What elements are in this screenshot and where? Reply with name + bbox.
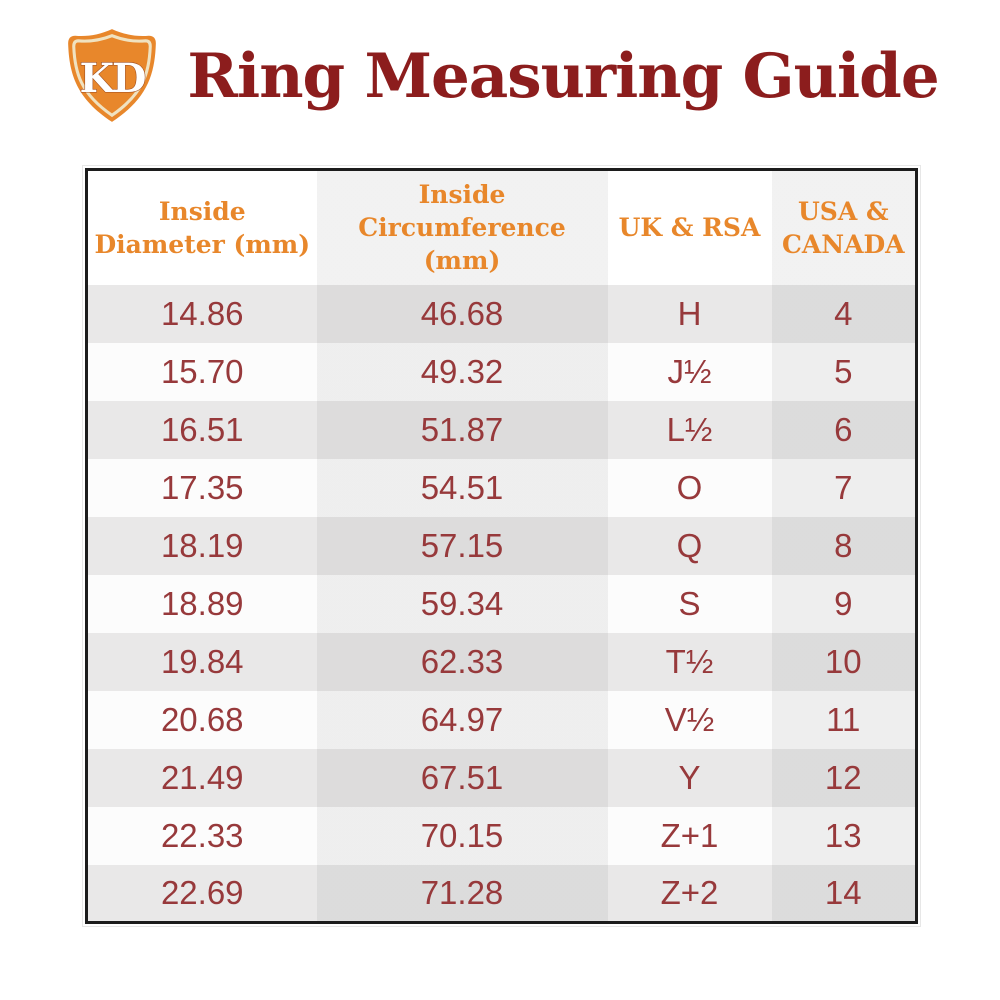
table-cell: T½	[607, 632, 772, 691]
table-cell: 15.70	[86, 342, 317, 401]
ring-size-table: Inside Diameter (mm) Inside Circumference…	[82, 165, 921, 927]
table-cell: 46.68	[316, 284, 608, 343]
table-cell: 18.89	[86, 574, 317, 633]
table-cell: 22.33	[86, 806, 317, 865]
table-cell: Z+2	[607, 864, 772, 923]
table-cell: J½	[607, 342, 772, 401]
table-row: 14.86 46.68 H 4	[86, 284, 917, 343]
table-header: Inside Diameter (mm) Inside Circumference…	[86, 169, 917, 285]
table-cell: 51.87	[316, 400, 608, 459]
column-header-1: Inside Diameter (mm)	[86, 169, 317, 285]
column-header-2: Inside Circumference (mm)	[316, 169, 608, 285]
table-cell: S	[607, 574, 772, 633]
page-title: Ring Measuring Guide	[187, 40, 939, 112]
table-row: 19.84 62.33 T½ 10	[86, 632, 917, 691]
table-cell: 10	[771, 632, 917, 691]
table-cell: 70.15	[316, 806, 608, 865]
table-cell: H	[607, 284, 772, 343]
table-cell: 9	[771, 574, 917, 633]
table-cell: 11	[771, 690, 917, 749]
table-row: 17.35 54.51 O 7	[86, 458, 917, 517]
table-cell: 14	[771, 864, 917, 923]
table-cell: 59.34	[316, 574, 608, 633]
table-cell: 14.86	[86, 284, 317, 343]
table-row: 18.89 59.34 S 9	[86, 574, 917, 633]
table-container: Inside Diameter (mm) Inside Circumference…	[82, 165, 921, 927]
table-cell: O	[607, 458, 772, 517]
table-row: 18.19 57.15 Q 8	[86, 516, 917, 575]
table-cell: Y	[607, 748, 772, 807]
table-cell: 64.97	[316, 690, 608, 749]
table-cell: 16.51	[86, 400, 317, 459]
table-cell: 5	[771, 342, 917, 401]
table-cell: 67.51	[316, 748, 608, 807]
table-cell: 57.15	[316, 516, 608, 575]
table-cell: 54.51	[316, 458, 608, 517]
table-cell: 62.33	[316, 632, 608, 691]
table-cell: 19.84	[86, 632, 317, 691]
table-cell: 17.35	[86, 458, 317, 517]
table-cell: L½	[607, 400, 772, 459]
column-header-3: UK & RSA	[607, 169, 772, 285]
table-header-row: Inside Diameter (mm) Inside Circumference…	[86, 169, 917, 285]
table-cell: 6	[771, 400, 917, 459]
table-row: 20.68 64.97 V½ 11	[86, 690, 917, 749]
table-cell: 21.49	[86, 748, 317, 807]
table-body: 14.86 46.68 H 4 15.70 49.32 J½ 5 16.51 51.87 L½ 6 17…	[86, 284, 917, 923]
table-row: 21.49 67.51 Y 12	[86, 748, 917, 807]
table-cell: 4	[771, 284, 917, 343]
table-cell: 8	[771, 516, 917, 575]
table-cell: 13	[771, 806, 917, 865]
kd-logo: KD	[61, 26, 163, 126]
shield-shape	[68, 29, 157, 122]
table-row: 15.70 49.32 J½ 5	[86, 342, 917, 401]
table-cell: 49.32	[316, 342, 608, 401]
table-cell: 22.69	[86, 864, 317, 923]
column-header-4: USA & CANADA	[771, 169, 917, 285]
table-cell: V½	[607, 690, 772, 749]
shield-logo-icon: KD	[68, 29, 157, 122]
table-cell: Z+1	[607, 806, 772, 865]
table-cell: Q	[607, 516, 772, 575]
table-cell: 12	[771, 748, 917, 807]
logo-text: KD	[80, 56, 146, 102]
table-cell: 18.19	[86, 516, 317, 575]
table-row: 16.51 51.87 L½ 6	[86, 400, 917, 459]
header: KD Ring Measuring Guide	[0, 0, 1000, 126]
table-cell: 7	[771, 458, 917, 517]
table-row: 22.33 70.15 Z+1 13	[86, 806, 917, 865]
table-cell: 71.28	[316, 864, 608, 923]
table-cell: 20.68	[86, 690, 317, 749]
shield-inner-border	[72, 34, 153, 118]
table-row: 22.69 71.28 Z+2 14	[86, 864, 917, 923]
